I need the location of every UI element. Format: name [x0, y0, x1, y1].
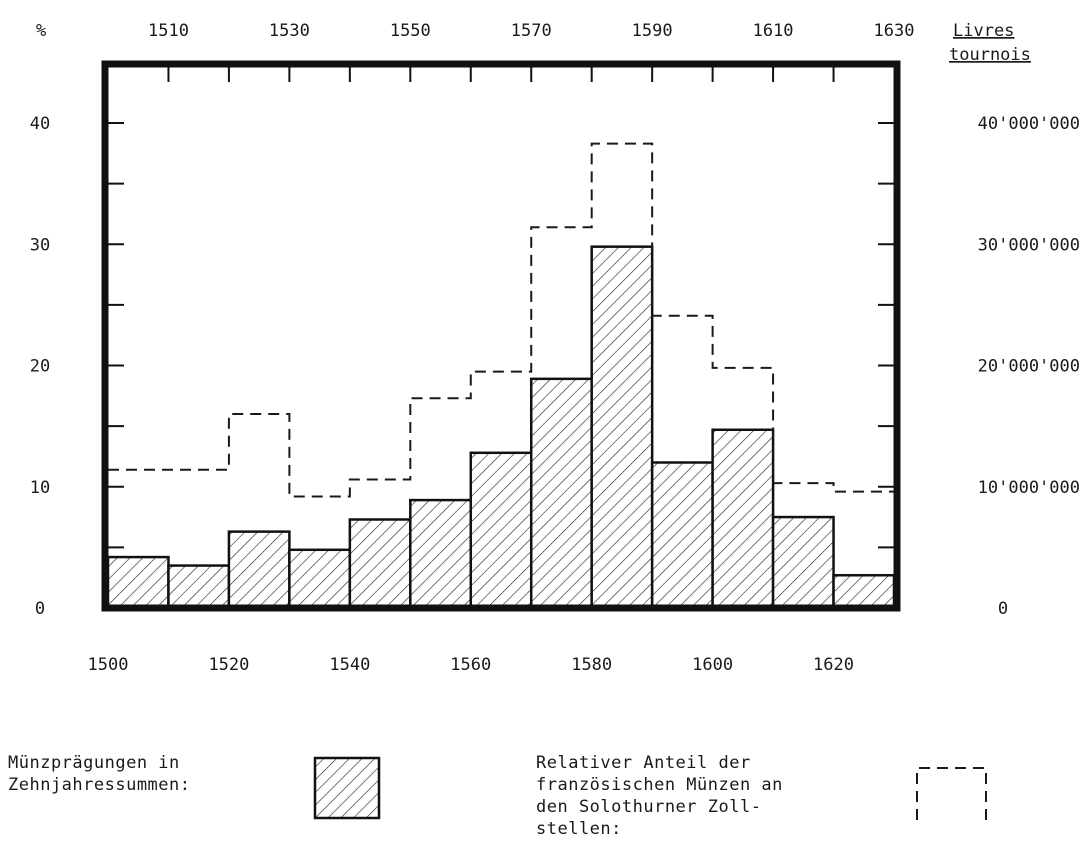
bar-1610	[771, 515, 835, 610]
bar-1590	[650, 461, 714, 610]
legend-dashed-line1: Relativer Anteil der	[536, 753, 751, 773]
bar-1600	[711, 428, 775, 610]
right-tick-label-4: 40'000'000	[978, 114, 1080, 134]
left-tick-label-40: 40	[30, 114, 50, 134]
bottom-tick-label-1500: 1500	[88, 655, 129, 675]
legend-dashed-line3: den Solothurner Zoll-	[536, 797, 762, 817]
bottom-tick-label-1600: 1600	[692, 655, 733, 675]
right-tick-label-3: 30'000'000	[978, 235, 1080, 255]
legend-dashed-swatch	[916, 767, 987, 820]
legend-hatched-line2: Zehnjahressummen:	[8, 775, 191, 795]
top-tick-label-1610: 1610	[753, 21, 794, 41]
bar-1560	[469, 451, 533, 610]
right-tick-label-2: 20'000'000	[978, 357, 1080, 377]
left-tick-label-10: 10	[30, 478, 50, 498]
bars-group	[106, 245, 896, 610]
bar-1510	[167, 564, 231, 610]
bottom-tick-label-1520: 1520	[208, 655, 249, 675]
right-axis-unit-label-line1: Livres	[953, 21, 1014, 41]
left-tick-label-20: 20	[30, 357, 50, 377]
bar-1570	[529, 377, 593, 610]
bar-1540	[348, 518, 412, 610]
left-tick-label-0: 0	[35, 599, 45, 619]
series-dashed-step-line	[108, 142, 894, 498]
legend-dashed-line2: französischen Münzen an	[536, 775, 783, 795]
legend-dashed-line4: stellen:	[536, 819, 622, 839]
legend-dashed-text: Relativer Anteil der französischen Münze…	[536, 752, 783, 840]
top-tick-label-1530: 1530	[269, 21, 310, 41]
top-tick-label-1570: 1570	[511, 21, 552, 41]
bottom-tick-label-1580: 1580	[571, 655, 612, 675]
bar-1580	[590, 245, 654, 610]
ticks-group: 0 10 20 30 40 0 10'000'000 20'000'000 30'000'000…	[30, 21, 1080, 675]
right-tick-label-1: 10'000'000	[978, 478, 1080, 498]
legend-hatched-line1: Münzprägungen in	[8, 753, 180, 773]
bar-1530	[288, 548, 352, 610]
bottom-tick-label-1620: 1620	[813, 655, 854, 675]
legend-hatched-text: Münzprägungen in Zehnjahressummen:	[8, 752, 191, 796]
left-tick-label-30: 30	[30, 235, 50, 255]
bar-1620	[832, 574, 896, 610]
bottom-tick-label-1560: 1560	[450, 655, 491, 675]
right-axis-unit-label-line2: tournois	[949, 45, 1031, 65]
right-tick-label-0: 0	[998, 599, 1008, 619]
top-tick-label-1510: 1510	[148, 21, 189, 41]
plot-frame	[101, 60, 901, 612]
top-tick-label-1590: 1590	[632, 21, 673, 41]
left-axis-unit-label: %	[36, 21, 46, 41]
top-tick-label-1550: 1550	[390, 21, 431, 41]
bottom-tick-label-1540: 1540	[329, 655, 370, 675]
bar-1550	[409, 498, 473, 610]
legend-hatched-swatch	[313, 756, 381, 820]
top-tick-label-1630: 1630	[874, 21, 915, 41]
bar-1500	[106, 555, 170, 610]
bar-1520	[227, 530, 291, 610]
